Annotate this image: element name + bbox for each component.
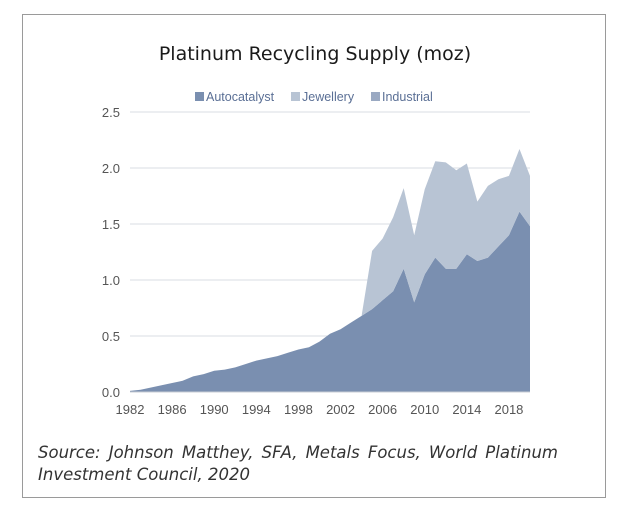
x-tick-label: 2006	[368, 402, 397, 417]
legend: Autocatalyst Jewellery Industrial	[195, 90, 433, 104]
y-tick-labels: 0.0 0.5 1.0 1.5 2.0 2.5	[102, 105, 120, 400]
x-tick-labels: 1982 1986 1990 1994 1998 2002 2006 2010 2014 2018	[116, 402, 524, 417]
x-tick-label: 2010	[410, 402, 439, 417]
area-jewellery	[130, 148, 530, 391]
x-tick-label: 1982	[116, 402, 145, 417]
y-tick-label: 0.0	[102, 385, 120, 400]
legend-item-industrial: Industrial	[371, 90, 433, 104]
y-tick-label: 0.5	[102, 329, 120, 344]
x-tick-label: 1994	[242, 402, 271, 417]
chart-title: Platinum Recycling Supply (moz)	[158, 43, 472, 65]
area-series	[130, 148, 530, 392]
area-autocatalyst	[130, 211, 530, 392]
x-tick-label: 1998	[284, 402, 313, 417]
y-tick-label: 2.5	[102, 105, 120, 120]
legend-item-autocatalyst: Autocatalyst	[195, 90, 275, 104]
x-tick-label: 2002	[326, 402, 355, 417]
chart-source: Source: Johnson Matthey, SFA, Metals Foc…	[38, 443, 558, 484]
y-tick-label: 1.0	[102, 273, 120, 288]
legend-label: Autocatalyst	[206, 90, 275, 104]
y-tick-label: 1.5	[102, 217, 120, 232]
legend-item-jewellery: Jewellery	[291, 90, 355, 104]
legend-label: Jewellery	[302, 90, 355, 104]
legend-label: Industrial	[382, 90, 433, 104]
y-tick-label: 2.0	[102, 161, 120, 176]
area-chart: 0.0 0.5 1.0 1.5 2.0 2.5 1982 1986 1990 1994 1998 2…	[102, 90, 530, 417]
x-tick-label: 2014	[452, 402, 481, 417]
legend-swatch	[195, 92, 204, 101]
legend-swatch	[371, 92, 380, 101]
legend-swatch	[291, 92, 300, 101]
x-tick-label: 2018	[494, 402, 523, 417]
x-tick-label: 1986	[158, 402, 187, 417]
x-tick-label: 1990	[200, 402, 229, 417]
